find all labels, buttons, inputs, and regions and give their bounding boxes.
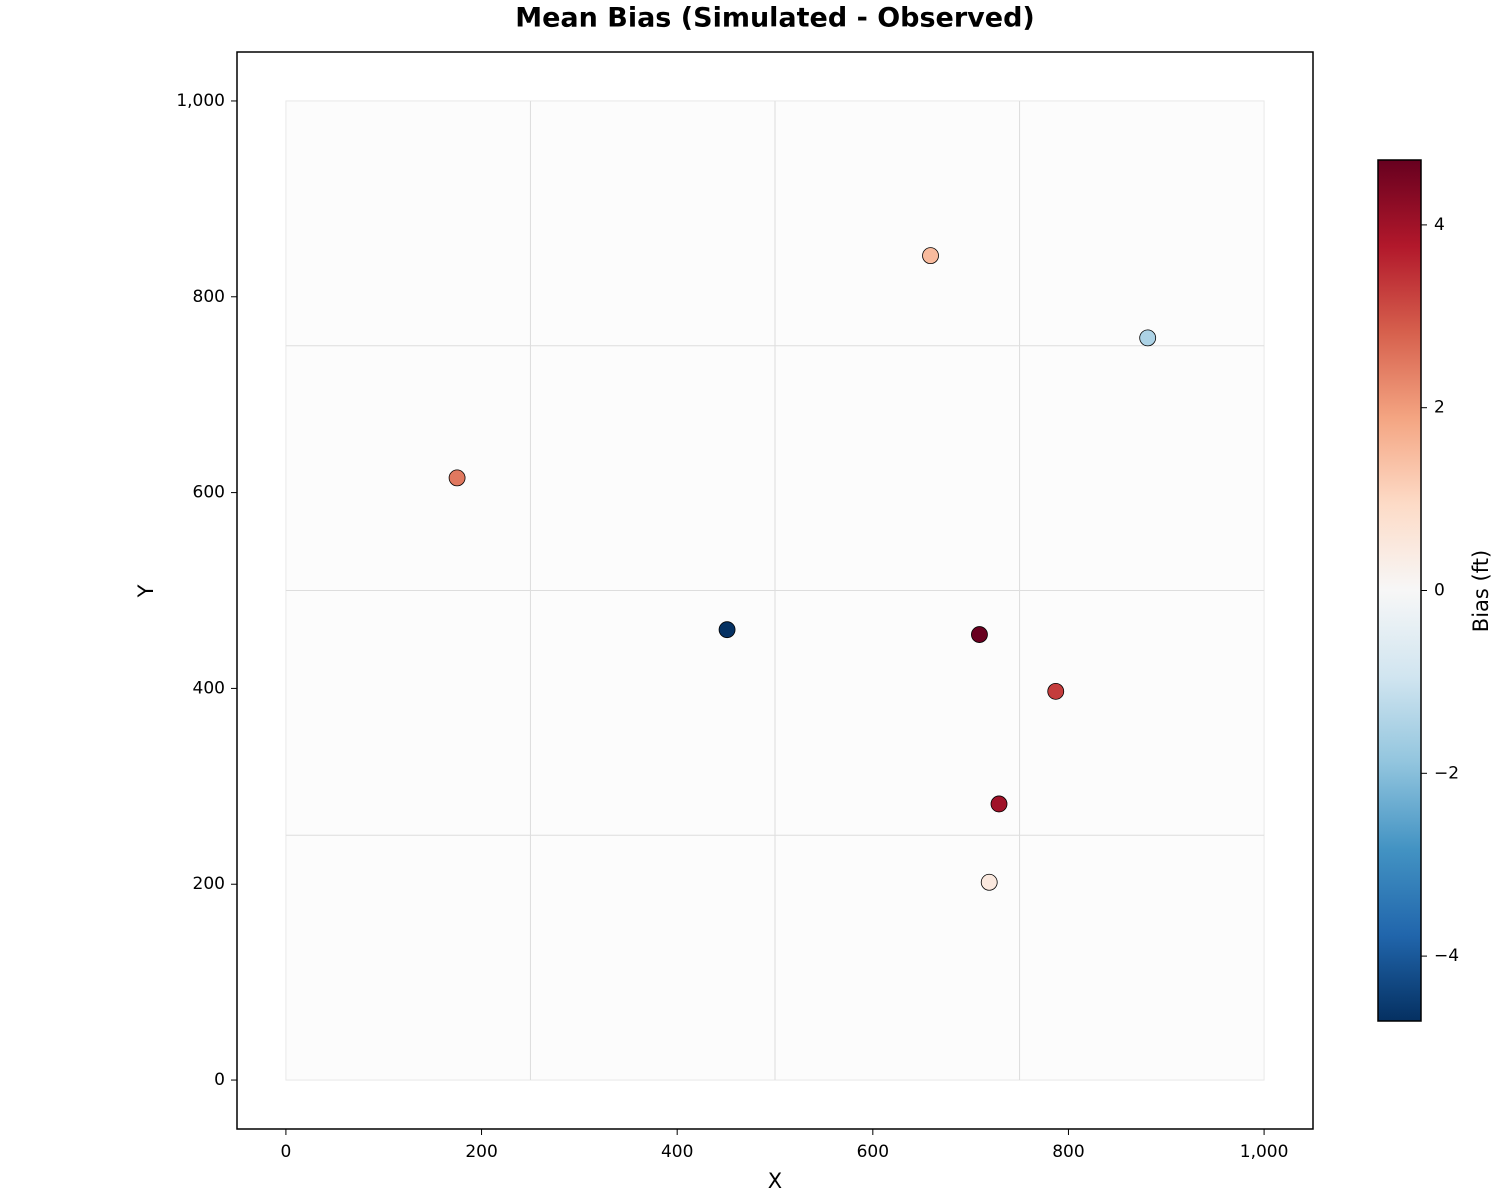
chart-title: Mean Bias (Simulated - Observed) [515, 3, 1035, 34]
colorbar-tick-label: −4 [1434, 946, 1459, 966]
y-tick-label: 200 [193, 874, 225, 894]
point [971, 626, 988, 643]
point [990, 795, 1008, 813]
y-tick-label: 800 [193, 287, 225, 307]
point [922, 247, 939, 265]
x-tick-label: 800 [1052, 1142, 1084, 1162]
y-tick-label: 600 [193, 483, 225, 503]
point [718, 621, 736, 639]
x-tick-label: 200 [465, 1142, 497, 1162]
point [1139, 329, 1157, 347]
colorbar-tick-label: 2 [1434, 398, 1445, 418]
x-tick-label: 1,000 [1240, 1142, 1289, 1162]
x-axis-label: X [768, 1169, 782, 1193]
y-tick-label: 400 [193, 678, 225, 698]
y-tick-label: 0 [214, 1070, 225, 1090]
point [980, 873, 998, 891]
y-tick-label: 1,000 [176, 91, 225, 111]
colorbar-tick-label: 4 [1434, 215, 1445, 235]
point [448, 469, 466, 487]
colorbar-tick-label: 0 [1434, 581, 1445, 601]
y-axis-label: Y [134, 584, 158, 598]
x-tick-label: 0 [280, 1142, 291, 1162]
point [1047, 682, 1065, 700]
colorbar-label: Bias (ft) [1469, 550, 1493, 632]
axes-frame [236, 51, 1314, 1130]
x-tick-label: 400 [661, 1142, 693, 1162]
x-tick-label: 600 [857, 1142, 889, 1162]
colorbar [1377, 159, 1422, 1022]
colorbar-tick-label: −2 [1434, 763, 1459, 783]
